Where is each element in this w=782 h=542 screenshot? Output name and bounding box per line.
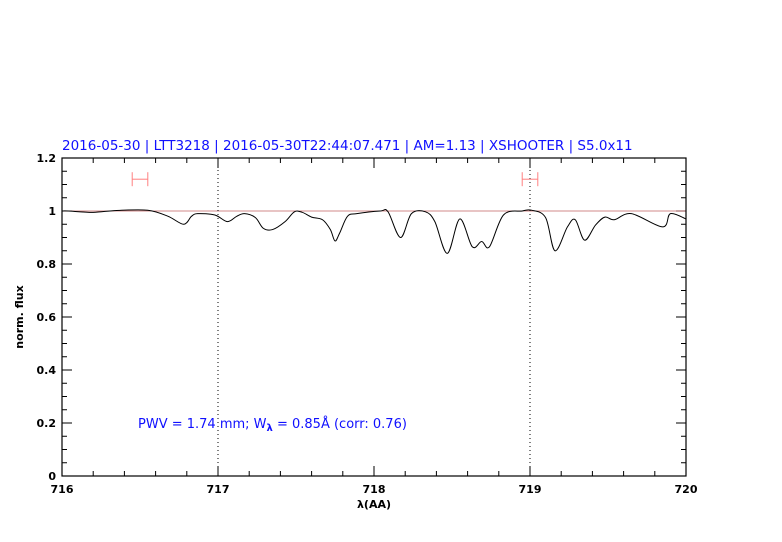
x-tick-label: 720 xyxy=(675,483,698,496)
annotation-pre: PWV = 1.74 mm; W xyxy=(138,417,267,432)
x-tick-label: 719 xyxy=(519,483,542,496)
spectrum-line xyxy=(61,209,687,254)
chart-title: 2016-05-30 | LTT3218 | 2016-05-30T22:44:… xyxy=(62,138,633,154)
y-axis-label: norm. flux xyxy=(13,285,26,348)
plot-frame xyxy=(61,157,687,477)
y-tick-label: 1 xyxy=(48,205,56,218)
x-axis-label: λ(AA) xyxy=(357,498,391,511)
y-tick-label: 0.6 xyxy=(37,311,57,324)
x-tick-label: 717 xyxy=(207,483,230,496)
y-tick-label: 0.4 xyxy=(37,364,57,377)
x-tick-label: 716 xyxy=(51,483,74,496)
annotation-sub: λ xyxy=(267,423,274,434)
y-tick-label: 0 xyxy=(48,470,56,483)
y-tick-label: 0.8 xyxy=(37,258,57,271)
annotation-post: = 0.85Å (corr: 0.76) xyxy=(273,416,407,432)
pwv-annotation: PWV = 1.74 mm; Wλ = 0.85Å (corr: 0.76) xyxy=(138,416,407,434)
y-tick-label: 0.2 xyxy=(37,417,57,430)
y-tick-label: 1.2 xyxy=(37,152,57,165)
x-tick-label: 718 xyxy=(363,483,386,496)
